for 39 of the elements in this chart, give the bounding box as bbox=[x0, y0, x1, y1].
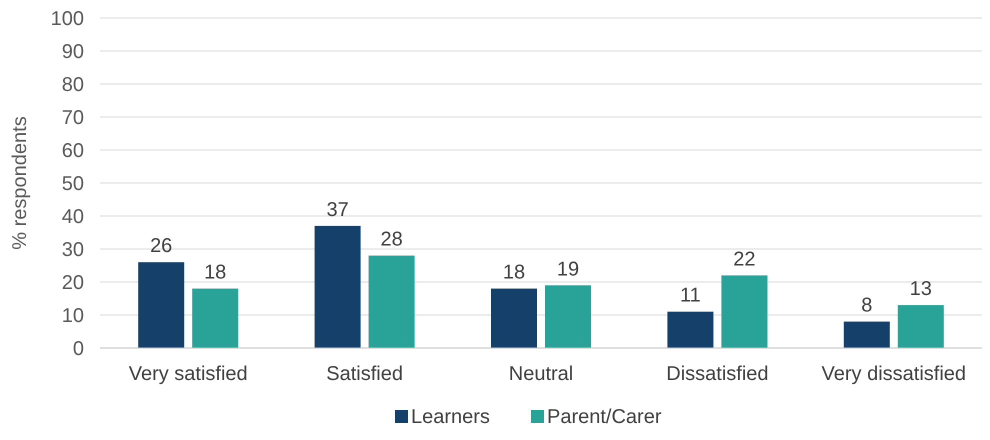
y-tick-label: 80 bbox=[62, 74, 84, 96]
y-tick-label: 70 bbox=[62, 107, 84, 129]
x-tick-label: Satisfied bbox=[326, 363, 403, 385]
data-label: 11 bbox=[680, 284, 701, 307]
bar bbox=[138, 262, 184, 348]
legend-label: Parent/Carer bbox=[547, 406, 662, 428]
bar bbox=[844, 322, 890, 348]
legend-label: Learners bbox=[411, 406, 490, 428]
data-label: 37 bbox=[326, 198, 349, 221]
data-label: 13 bbox=[910, 278, 932, 300]
data-label: 19 bbox=[556, 258, 580, 280]
bar bbox=[314, 226, 361, 348]
x-tick-label: Very satisfied bbox=[128, 363, 248, 385]
y-tick-label: 50 bbox=[62, 173, 84, 195]
y-axis-title: % respondents bbox=[9, 116, 31, 250]
bar bbox=[491, 288, 537, 348]
y-tick-label: 60 bbox=[62, 140, 84, 162]
data-label: 18 bbox=[204, 262, 226, 284]
bar bbox=[192, 288, 238, 348]
x-tick-label: Very dissatisfied bbox=[822, 363, 966, 385]
data-label: 18 bbox=[502, 262, 526, 284]
bar bbox=[667, 312, 714, 348]
y-tick-label: 90 bbox=[62, 41, 84, 63]
y-tick-label: 20 bbox=[62, 272, 84, 294]
data-label: 8 bbox=[861, 294, 872, 317]
x-tick-label: Dissatisfied bbox=[666, 363, 769, 385]
y-tick-label: 10 bbox=[62, 305, 84, 327]
bar bbox=[898, 305, 944, 348]
y-tick-label: 30 bbox=[62, 239, 84, 261]
y-tick-label: 0 bbox=[72, 338, 84, 360]
bar bbox=[721, 275, 768, 348]
bar bbox=[545, 285, 591, 348]
data-label: 26 bbox=[150, 235, 172, 258]
y-tick-label: 100 bbox=[50, 8, 84, 30]
data-label: 22 bbox=[733, 248, 756, 270]
y-tick-label: 40 bbox=[62, 206, 84, 228]
x-tick-label: Neutral bbox=[508, 363, 574, 385]
bar bbox=[368, 256, 415, 348]
data-label: 28 bbox=[380, 228, 403, 251]
